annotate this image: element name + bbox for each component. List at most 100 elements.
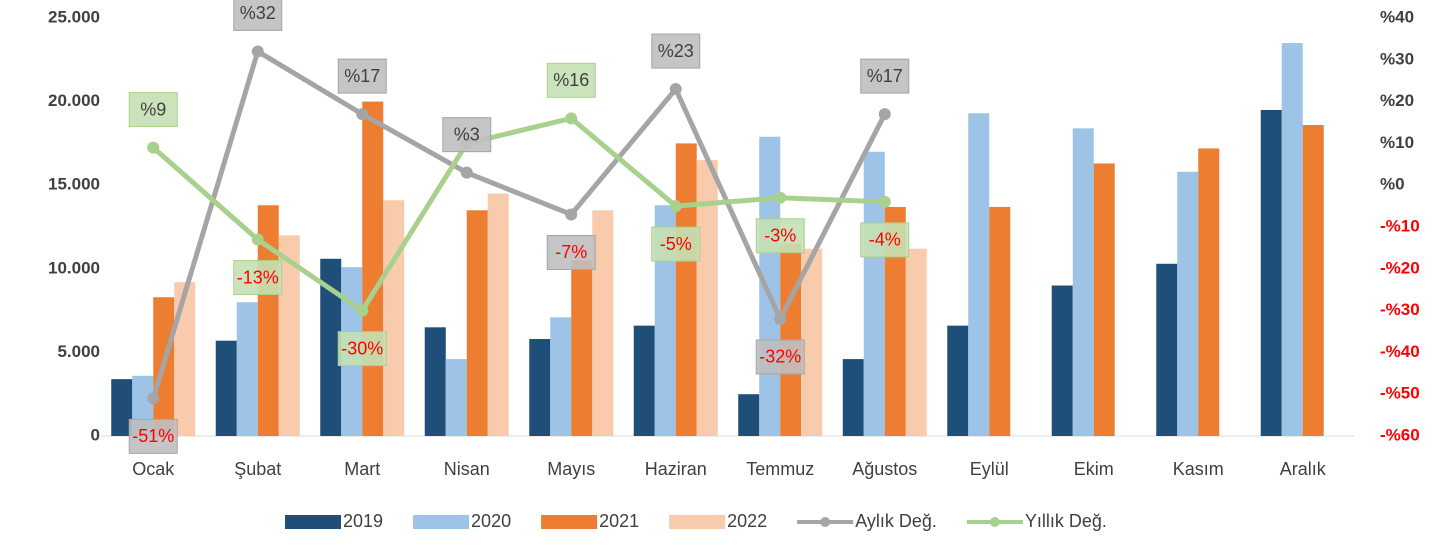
bar xyxy=(1072,128,1094,437)
marker xyxy=(356,108,369,121)
legend-swatch xyxy=(413,515,470,529)
legend-label: 2021 xyxy=(599,511,639,531)
bar xyxy=(362,101,384,436)
bar xyxy=(445,359,467,436)
marker xyxy=(356,304,369,317)
x-tick-label: Ocak xyxy=(132,459,175,479)
legend-label: Aylık Değ. xyxy=(855,511,937,531)
bar xyxy=(675,143,697,436)
x-tick-label: Nisan xyxy=(444,459,490,479)
data-label: -32% xyxy=(755,339,805,375)
data-label-text: %16 xyxy=(553,70,589,90)
bar xyxy=(466,210,488,436)
marker xyxy=(774,312,787,325)
bar xyxy=(1302,125,1324,437)
bar xyxy=(633,325,655,436)
y2-tick-label: -%30 xyxy=(1380,300,1420,319)
data-label: %9 xyxy=(128,92,178,128)
bar xyxy=(1177,171,1199,436)
bar xyxy=(1156,263,1178,436)
data-label-text: -7% xyxy=(555,242,587,262)
data-label-box xyxy=(337,331,387,367)
data-label: -30% xyxy=(337,331,387,367)
marker xyxy=(774,191,787,204)
data-label-box xyxy=(546,234,596,270)
data-label-box xyxy=(233,0,283,31)
y2-tick-label: -%60 xyxy=(1380,425,1420,444)
bar xyxy=(1093,163,1115,437)
x-tick-label: Mayıs xyxy=(547,459,595,479)
y2-tick-label: -%50 xyxy=(1380,384,1420,403)
bar xyxy=(215,340,237,436)
data-label: -5% xyxy=(651,226,701,262)
bar xyxy=(1051,285,1073,436)
data-label: %3 xyxy=(442,117,492,153)
bar xyxy=(174,282,196,436)
x-tick-label: Temmuz xyxy=(746,459,814,479)
data-label-box xyxy=(233,260,283,296)
legend-label: 2020 xyxy=(471,511,511,531)
legend-marker xyxy=(989,517,1000,527)
marker xyxy=(878,108,891,121)
data-label: -3% xyxy=(755,218,805,254)
data-label-box xyxy=(442,117,492,153)
bar xyxy=(1260,109,1282,437)
data-label-box xyxy=(546,62,596,98)
y-tick-label: 20.000 xyxy=(48,91,100,110)
marker xyxy=(460,166,473,179)
marker xyxy=(147,141,160,154)
data-label-box xyxy=(128,92,178,128)
x-tick-label: Aralık xyxy=(1280,459,1327,479)
bar xyxy=(529,339,551,436)
data-label-box xyxy=(651,226,701,262)
data-label-text: -3% xyxy=(764,225,796,245)
bar xyxy=(424,327,446,436)
bar xyxy=(968,113,990,436)
bar xyxy=(863,151,885,436)
data-label-text: %23 xyxy=(658,41,694,61)
bar xyxy=(801,248,823,436)
line xyxy=(150,48,887,400)
data-label: %23 xyxy=(651,33,701,69)
y2-tick-label: %20 xyxy=(1380,91,1414,110)
data-label-box xyxy=(651,33,701,69)
bar xyxy=(1198,148,1220,436)
bar xyxy=(236,302,258,436)
x-tick-label: Haziran xyxy=(645,459,707,479)
bar xyxy=(759,136,781,436)
bar xyxy=(738,394,760,436)
data-label-box xyxy=(755,218,805,254)
bar xyxy=(696,160,718,436)
data-label-box xyxy=(860,58,910,94)
y2-tick-label: %30 xyxy=(1380,49,1414,68)
data-label: %32 xyxy=(233,0,283,31)
x-tick-label: Kasım xyxy=(1173,459,1224,479)
bar xyxy=(592,210,614,436)
data-label: %16 xyxy=(546,62,596,98)
data-label: -4% xyxy=(860,222,910,258)
data-label-box xyxy=(860,222,910,258)
marker xyxy=(669,200,682,213)
bar xyxy=(654,205,676,436)
bar xyxy=(487,193,509,436)
data-label-text: %9 xyxy=(140,99,166,119)
bar xyxy=(989,206,1011,436)
data-label-text: -32% xyxy=(759,347,801,367)
data-label-text: %17 xyxy=(344,66,380,86)
y2-tick-label: -%40 xyxy=(1380,342,1420,361)
bar xyxy=(947,325,969,436)
data-label-text: -13% xyxy=(237,267,279,287)
data-label-text: -30% xyxy=(341,338,383,358)
legend-label: 2022 xyxy=(727,511,767,531)
legend-swatch xyxy=(285,515,341,529)
y2-tick-label: %0 xyxy=(1380,175,1405,194)
y2-tick-label: -%20 xyxy=(1380,258,1420,277)
data-label: -51% xyxy=(128,418,178,454)
y-tick-label: 10.000 xyxy=(48,258,100,277)
y2-tick-label: %10 xyxy=(1380,133,1414,152)
bar xyxy=(842,359,864,436)
data-label: %17 xyxy=(337,58,387,94)
data-label-box xyxy=(755,339,805,375)
x-tick-label: Ekim xyxy=(1074,459,1114,479)
bar xyxy=(550,317,572,436)
